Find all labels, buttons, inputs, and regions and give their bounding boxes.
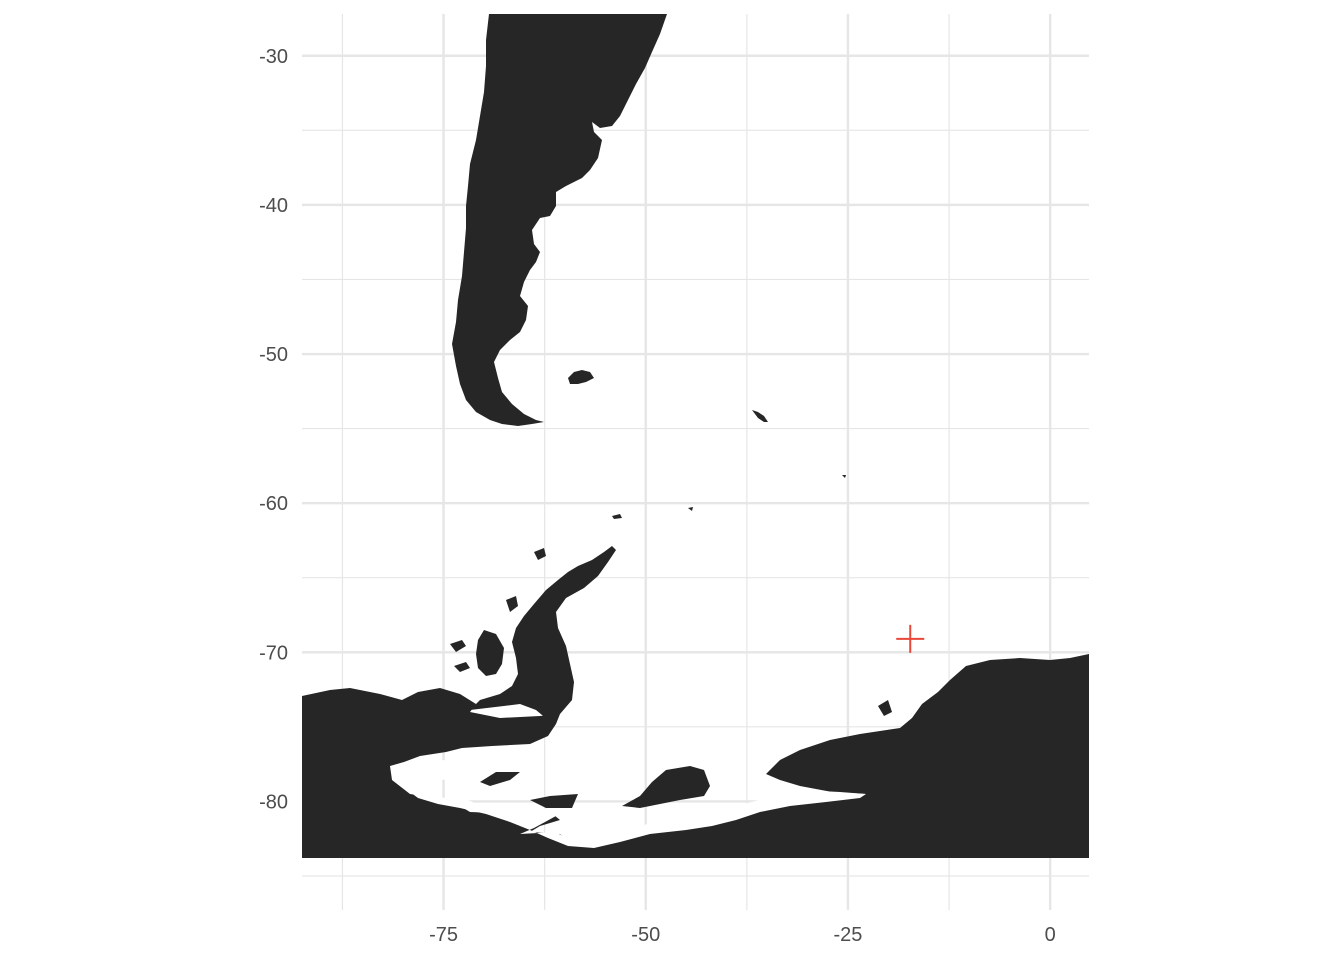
- land-layer: [302, 14, 1089, 858]
- falkland-islands: [568, 370, 594, 384]
- alexander-island: [476, 630, 504, 676]
- south-america-landmass: [452, 14, 667, 426]
- small-island: [530, 794, 578, 808]
- y-tick-label: -50: [259, 344, 288, 366]
- small-island: [688, 507, 693, 511]
- y-tick-label: -60: [259, 493, 288, 515]
- small-island: [480, 772, 520, 786]
- small-island: [506, 596, 518, 612]
- y-tick-label: -70: [259, 642, 288, 664]
- y-tick-label: -40: [259, 195, 288, 217]
- x-tick-label: -50: [631, 924, 660, 946]
- antarctica-mainland: [302, 654, 1089, 858]
- location-marker-layer: [896, 624, 925, 653]
- ronne-ice-shelf-water: [392, 760, 866, 848]
- y-axis-tick-labels: -30 -40 -50 -60 -70 -80: [259, 46, 288, 814]
- x-tick-label: 0: [1045, 924, 1056, 946]
- small-island: [612, 514, 622, 519]
- south-georgia-island: [752, 410, 768, 422]
- small-island: [450, 640, 466, 652]
- small-island: [842, 475, 846, 478]
- small-island: [878, 700, 892, 716]
- small-island: [454, 662, 470, 672]
- x-axis-tick-labels: -75 -50 -25 0: [429, 924, 1056, 946]
- x-tick-label: -25: [834, 924, 863, 946]
- berkner-island: [622, 766, 710, 808]
- small-island: [534, 548, 546, 560]
- antarctic-peninsula: [470, 546, 616, 720]
- y-tick-label: -30: [259, 46, 288, 68]
- y-tick-label: -80: [259, 791, 288, 813]
- x-tick-label: -75: [429, 924, 458, 946]
